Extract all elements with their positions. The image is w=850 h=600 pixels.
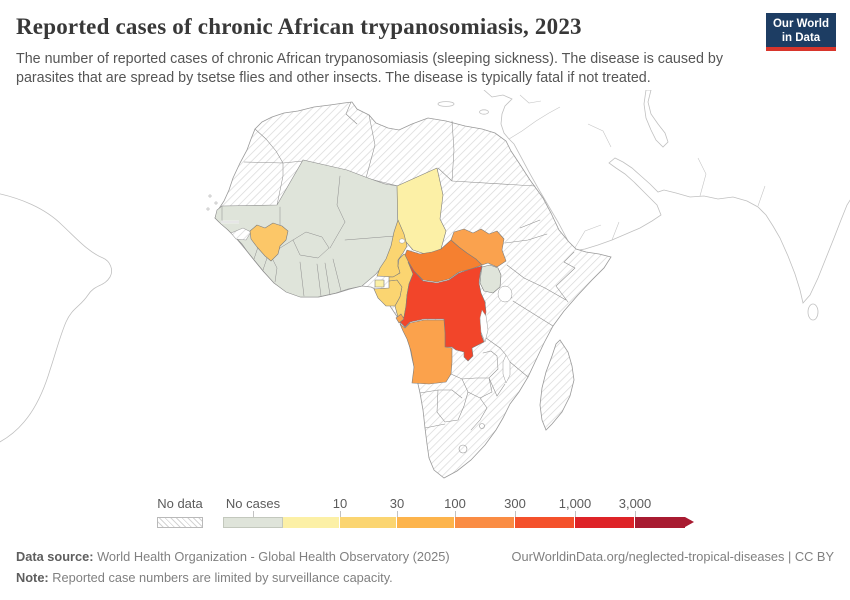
country-south-sudan[interactable]: [450, 228, 507, 268]
legend-bin-30-100[interactable]: [397, 517, 455, 528]
asia-borders: [508, 94, 766, 252]
legend-no-cases-label: No cases: [225, 496, 281, 511]
sri-lanka-island: [807, 303, 819, 321]
country-angola[interactable]: [399, 319, 453, 385]
legend-bin-3000-plus[interactable]: [635, 517, 685, 528]
country-guinea[interactable]: [249, 222, 289, 262]
country-angola-cabinda[interactable]: [395, 313, 405, 324]
owid-logo-line1: Our World: [772, 18, 829, 30]
cape-verde-islands: [206, 194, 218, 211]
legend-tickmark: [397, 511, 398, 517]
crete-island: [437, 101, 455, 107]
legend-tick-3000: 3,000: [618, 496, 652, 511]
footer-license-link[interactable]: OurWorldinData.org/neglected-tropical-di…: [511, 549, 834, 564]
lake-tanganyika: [479, 309, 489, 343]
lakes: [398, 238, 513, 384]
footer-source-label: Data source:: [16, 549, 94, 564]
legend-arrow-cap: [685, 517, 694, 527]
owid-logo-line2: in Data: [781, 31, 821, 44]
page-title: Reported cases of chronic African trypan…: [16, 14, 582, 39]
footer-source: Data source: World Health Organization -…: [16, 549, 450, 564]
lake-victoria: [497, 285, 513, 303]
country-madagascar[interactable]: [539, 339, 575, 431]
legend-tickmark: [455, 511, 456, 517]
owid-logo[interactable]: Our World in Data: [766, 13, 836, 51]
legend-tick-10: 10: [332, 496, 348, 511]
legend-tickmark: [253, 511, 254, 517]
cyprus-island: [479, 109, 489, 115]
legend-tick-100: 100: [444, 496, 466, 511]
legend-bin-1-10[interactable]: [283, 517, 340, 528]
footer-note-text: Reported case numbers are limited by sur…: [48, 570, 393, 585]
country-lesotho: [458, 444, 468, 454]
country-eswatini: [479, 423, 485, 429]
country-uganda[interactable]: [479, 264, 502, 294]
legend-bin-10-30[interactable]: [340, 517, 397, 528]
country-equatorial-guinea[interactable]: [374, 279, 385, 288]
country-guinea-bissau[interactable]: [230, 227, 252, 241]
legend-swatch-no-cases[interactable]: [223, 517, 283, 528]
lake-chad: [398, 238, 406, 244]
footer-note-label: Note:: [16, 570, 49, 585]
legend-tick-30: 30: [389, 496, 405, 511]
legend-tickmark: [340, 511, 341, 517]
region-west-africa-no-cases[interactable]: [214, 159, 407, 298]
footer-note: Note: Reported case numbers are limited …: [16, 570, 393, 585]
caspian-sea: [643, 90, 669, 148]
lake-malawi: [502, 354, 511, 384]
subtitle: The number of reported cases of chronic …: [16, 51, 723, 86]
africa-choropleth-map: [0, 90, 850, 479]
legend-tickmark: [635, 511, 636, 517]
legend-tickmark: [575, 511, 576, 517]
legend-tick-1000: 1,000: [558, 496, 592, 511]
legend-swatch-no-data[interactable]: [157, 517, 203, 528]
footer-source-text: World Health Organization - Global Healt…: [93, 549, 450, 564]
legend-tick-300: 300: [504, 496, 526, 511]
legend-no-data-label: No data: [157, 496, 203, 511]
owid-logo-box: Our World in Data: [766, 13, 836, 47]
legend-bin-1000-3000[interactable]: [575, 517, 635, 528]
africa-interior-borders: [243, 101, 576, 431]
legend-bin-100-300[interactable]: [455, 517, 515, 528]
legend-bin-300-1000[interactable]: [515, 517, 575, 528]
south-america-coast: [0, 193, 112, 443]
legend-tickmark: [515, 511, 516, 517]
owid-logo-red-bar: [766, 47, 836, 51]
